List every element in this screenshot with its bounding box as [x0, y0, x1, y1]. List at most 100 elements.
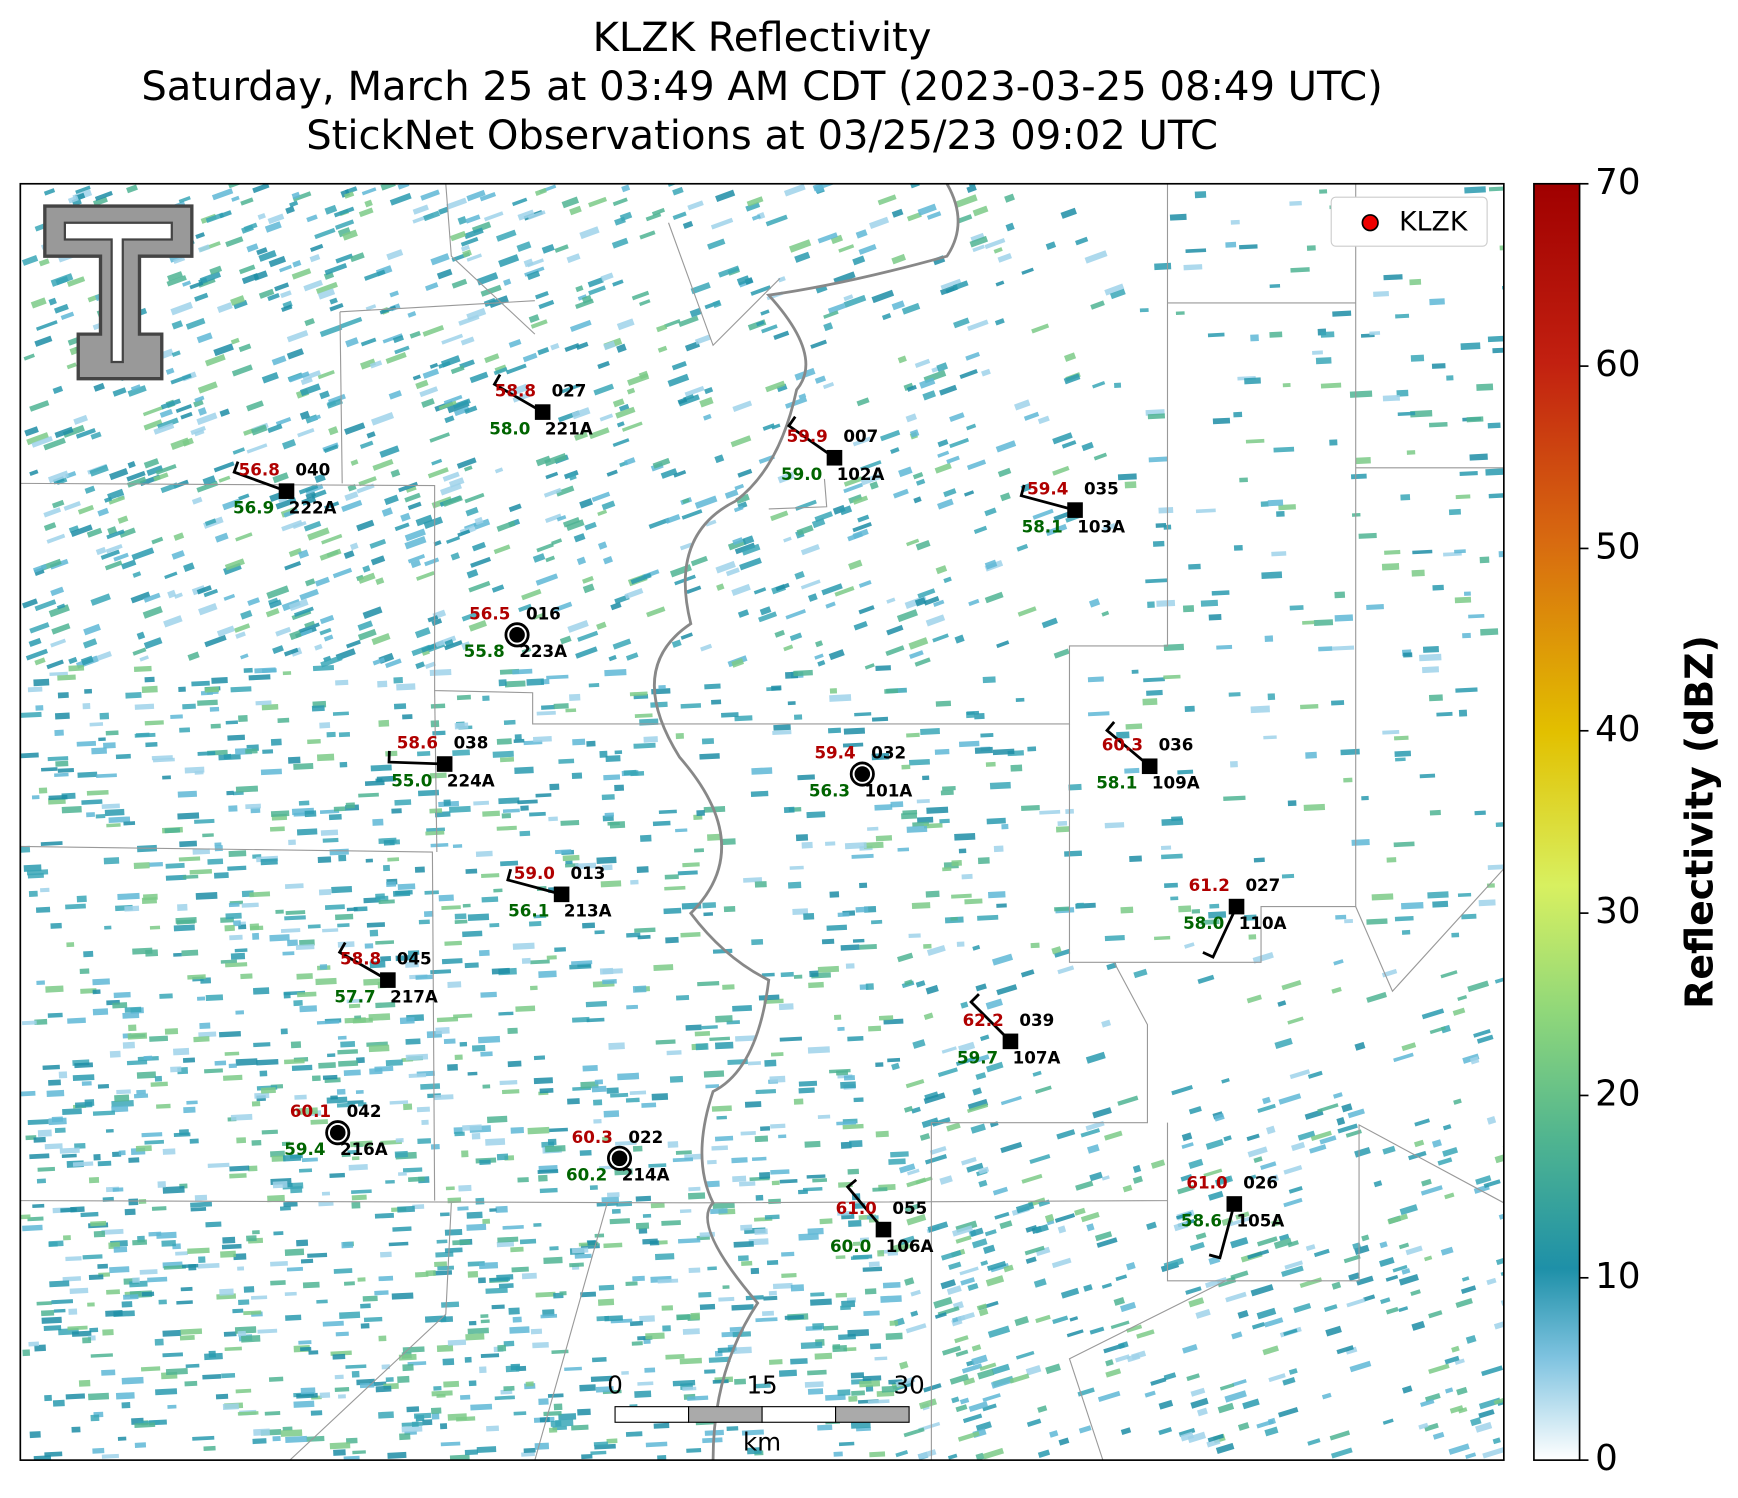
echo — [675, 995, 690, 1001]
echo — [127, 460, 136, 469]
echo — [385, 352, 407, 364]
echo — [597, 509, 608, 517]
echo — [485, 1138, 506, 1146]
echo — [765, 214, 788, 227]
echo — [480, 284, 502, 297]
echo — [1229, 1216, 1251, 1227]
echo — [740, 1131, 756, 1136]
echo — [1331, 1281, 1342, 1290]
echo — [521, 647, 532, 654]
echo — [394, 799, 412, 806]
echo — [1480, 628, 1499, 636]
echo — [626, 932, 641, 938]
echo — [840, 944, 860, 951]
echo — [966, 710, 980, 715]
echo — [610, 1318, 633, 1324]
echo — [475, 850, 493, 858]
echo — [980, 1260, 989, 1267]
echo — [69, 1287, 89, 1294]
echo — [53, 1308, 66, 1313]
echo — [906, 1214, 927, 1226]
echo — [1061, 440, 1077, 449]
echo — [164, 1028, 179, 1035]
echo — [1300, 704, 1319, 710]
echo — [1309, 1144, 1327, 1154]
echo — [807, 593, 818, 602]
echo — [582, 575, 594, 584]
echo — [807, 1369, 827, 1376]
echo — [1235, 1211, 1250, 1220]
wind-speed: 039 — [1019, 1010, 1054, 1030]
echo — [794, 251, 811, 263]
echo — [535, 793, 552, 798]
echo — [160, 398, 182, 410]
echo — [814, 511, 833, 523]
echo — [579, 498, 593, 509]
echo — [985, 1275, 1005, 1287]
echo — [712, 299, 722, 308]
echo — [625, 652, 639, 661]
echo — [1116, 731, 1130, 739]
echo — [319, 390, 330, 400]
echo — [319, 548, 342, 561]
echo — [1457, 994, 1468, 1001]
echo — [65, 903, 86, 910]
echo — [825, 601, 836, 609]
echo — [202, 833, 214, 838]
echo — [1395, 757, 1406, 762]
echo — [435, 1251, 454, 1258]
echo — [971, 1344, 982, 1352]
echo — [184, 766, 205, 774]
echo — [1336, 1345, 1354, 1355]
dewpoint: 56.9 — [233, 497, 274, 517]
echo — [864, 663, 875, 670]
echo — [625, 1431, 643, 1437]
echo — [67, 195, 79, 204]
echo — [431, 458, 443, 466]
echo — [942, 1345, 962, 1356]
echo — [280, 928, 301, 934]
echo — [301, 1157, 318, 1163]
echo — [852, 255, 866, 266]
echo — [138, 1420, 160, 1425]
echo — [984, 1229, 997, 1237]
echo — [270, 1261, 288, 1267]
dewpoint: 56.3 — [809, 780, 850, 800]
echo — [476, 1446, 497, 1453]
echo — [473, 800, 490, 806]
echo — [1288, 1185, 1303, 1194]
echo — [410, 559, 422, 569]
echo — [245, 803, 261, 810]
echo — [817, 232, 838, 244]
temperature: 58.6 — [397, 732, 438, 752]
echo — [1089, 1326, 1105, 1335]
echo — [435, 635, 457, 648]
echo — [23, 864, 42, 872]
echo — [230, 952, 246, 960]
echo — [741, 543, 761, 556]
echo — [443, 1038, 456, 1045]
echo — [512, 392, 531, 403]
echo — [67, 1325, 88, 1331]
echo — [770, 1169, 790, 1175]
echo — [1475, 1175, 1492, 1185]
echo — [904, 1203, 919, 1213]
echo — [1125, 723, 1143, 730]
echo — [179, 727, 191, 733]
echo — [608, 1042, 625, 1050]
echo — [526, 258, 544, 268]
echo — [225, 236, 244, 248]
echo — [181, 1263, 199, 1269]
echo — [197, 1262, 220, 1269]
echo — [1380, 1297, 1391, 1305]
echo — [742, 535, 755, 546]
echo — [464, 492, 485, 504]
echo — [45, 985, 64, 993]
echo — [810, 1298, 832, 1306]
echo — [764, 1214, 780, 1220]
echo — [315, 281, 338, 295]
echo — [47, 1012, 63, 1018]
echo — [142, 605, 163, 619]
echo — [231, 364, 253, 377]
echo — [731, 583, 751, 596]
